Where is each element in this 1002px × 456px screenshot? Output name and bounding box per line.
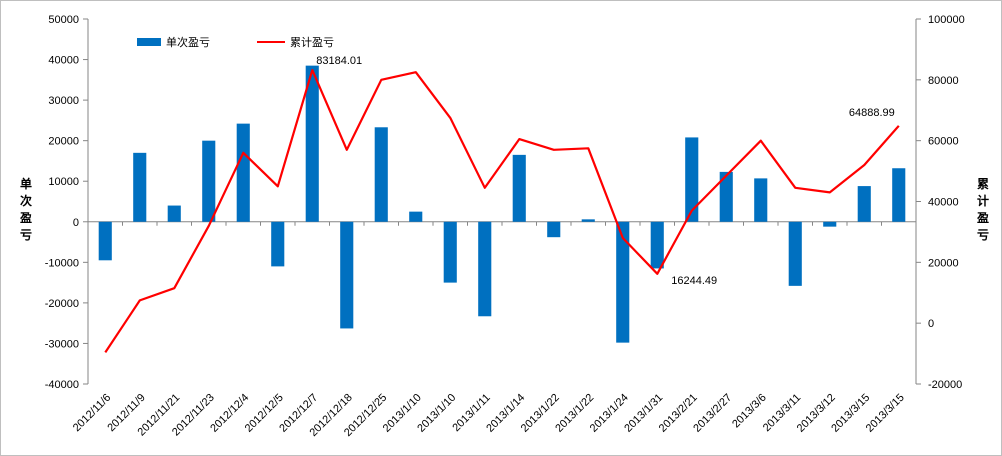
data-label: 83184.01: [316, 55, 362, 67]
right-axis-title: 累计盈亏: [976, 177, 989, 242]
left-tick-label: 10000: [48, 176, 79, 188]
bar: [719, 171, 733, 222]
cumulative-line: [104, 68, 900, 354]
left-tick-label: -20000: [45, 298, 79, 310]
left-tick-label: 30000: [48, 95, 79, 107]
left-tick-label: -10000: [45, 257, 79, 269]
bar: [271, 221, 285, 267]
bar: [788, 221, 802, 286]
left-tick-label: 50000: [48, 14, 79, 26]
bar: [374, 127, 388, 222]
bar: [167, 205, 181, 222]
bar: [305, 65, 319, 222]
right-tick-label: 40000: [928, 197, 959, 209]
bar: [823, 221, 837, 227]
bar: [478, 221, 492, 317]
bar: [133, 152, 147, 222]
left-axis-title: 单次盈亏: [19, 177, 32, 242]
bar: [892, 168, 906, 222]
bar: [547, 221, 561, 238]
legend-bar-label: 单次盈亏: [166, 35, 210, 49]
bar: [754, 178, 768, 222]
bar: [857, 186, 871, 222]
bar: [581, 219, 595, 222]
left-tick-label: 0: [73, 217, 79, 229]
bar: [512, 154, 526, 222]
bar: [443, 221, 457, 283]
right-tick-label: 60000: [928, 136, 959, 148]
bar: [202, 140, 216, 222]
bar: [98, 221, 112, 261]
right-tick-label: 100000: [928, 14, 965, 26]
bar: [616, 221, 630, 343]
data-label: 16244.49: [671, 275, 717, 287]
left-tick-label: 20000: [48, 136, 79, 148]
bar: [650, 221, 664, 269]
legend-bar-swatch: [137, 38, 161, 46]
left-tick-label: -40000: [45, 379, 79, 391]
legend-line-label: 累计盈亏: [290, 36, 334, 49]
bar: [685, 137, 699, 222]
bar: [340, 221, 354, 329]
right-tick-label: 80000: [928, 75, 959, 87]
left-tick-label: -30000: [45, 338, 79, 350]
bar: [236, 123, 250, 222]
left-tick-label: 40000: [48, 55, 79, 67]
right-tick-label: -20000: [928, 379, 962, 391]
right-tick-label: 20000: [928, 257, 959, 269]
bar: [409, 211, 423, 222]
data-label: 64888.99: [849, 107, 895, 119]
right-tick-label: 0: [928, 318, 934, 330]
